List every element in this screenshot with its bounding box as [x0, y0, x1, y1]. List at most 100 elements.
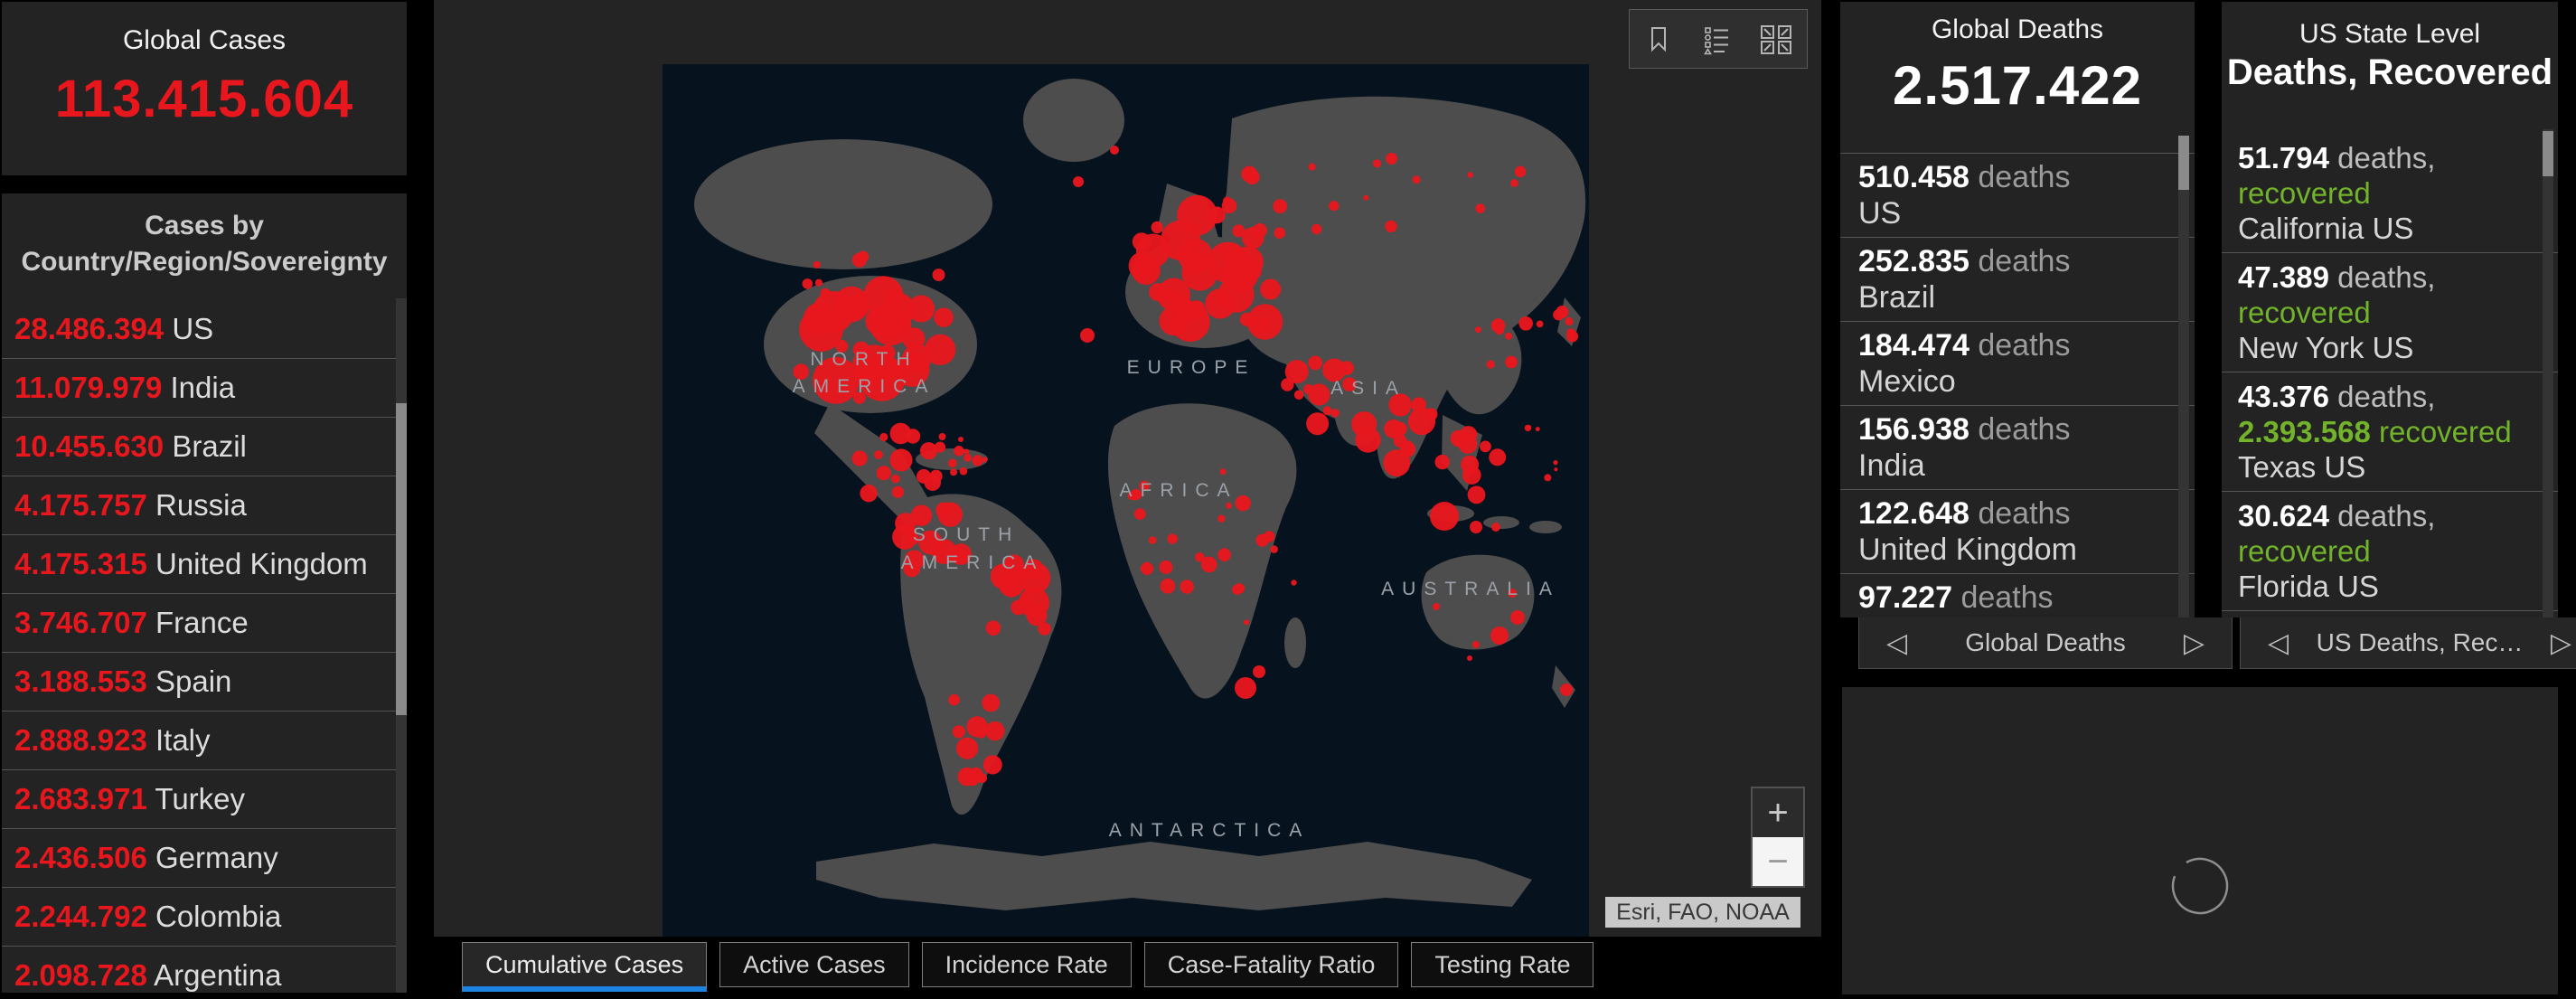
map-layer-tab[interactable]: Active Cases: [719, 942, 909, 987]
case-count: 2.098.728: [14, 958, 147, 992]
global-deaths-scrollbar-thumb[interactable]: [2178, 136, 2189, 190]
pager-right-icon[interactable]: ▷: [2183, 627, 2205, 658]
map-toolbar: [1629, 9, 1808, 69]
pager-label: Global Deaths: [1965, 628, 2126, 656]
world-map[interactable]: NORTH AMERICA EUROPE ASIA AFRICA SOUTH AMERICA…: [663, 64, 1589, 937]
us-state-scrollbar[interactable]: [2543, 129, 2553, 617]
world-map-svg[interactable]: NORTH AMERICA EUROPE ASIA AFRICA SOUTH AMERICA…: [663, 64, 1589, 937]
deaths-region: US: [1858, 196, 1902, 231]
map-continent-label: ANTARCTICA: [1109, 820, 1311, 841]
us-state-row[interactable]: 30.624 deaths, recovered Florida US: [2222, 491, 2558, 610]
case-row[interactable]: 2.098.728 Argentina: [2, 946, 407, 993]
zoom-in-button[interactable]: +: [1753, 788, 1803, 837]
case-row[interactable]: 2.683.971 Turkey: [2, 769, 407, 828]
case-row[interactable]: 10.455.630 Brazil: [2, 417, 407, 476]
us-state-row[interactable]: 23.895 deaths, 833.702 recovered Pennsyl…: [2222, 610, 2558, 617]
pager-left-icon[interactable]: ◁: [1886, 627, 1908, 658]
global-deaths-value: 2.517.422: [1893, 55, 2142, 116]
map-continent-label: EUROPE: [1127, 357, 1256, 378]
deaths-row[interactable]: 122.648 deaths United Kingdom: [1840, 489, 2195, 573]
case-count: 11.079.979: [14, 371, 163, 404]
deaths-count: 156.938: [1858, 412, 1970, 447]
map-landmasses: [694, 79, 1586, 910]
state-deaths-word: deaths,: [2337, 141, 2436, 174]
case-count: 3.188.553: [14, 664, 147, 698]
basemap-gallery-icon[interactable]: [1758, 23, 1794, 55]
us-state-title-line1: US State Level: [2299, 19, 2481, 49]
global-deaths-panel: Global Deaths 2.517.422 510.458 deaths U…: [1840, 2, 2195, 617]
case-count: 2.244.792: [14, 900, 147, 933]
cases-list-scrollbar[interactable]: [396, 298, 407, 993]
case-country: Italy: [155, 723, 211, 757]
deaths-unit: deaths: [1978, 412, 2071, 447]
case-row[interactable]: 3.746.707 France: [2, 593, 407, 652]
us-state-row[interactable]: 47.389 deaths, recovered New York US: [2222, 252, 2558, 372]
case-row[interactable]: 11.079.979 India: [2, 358, 407, 417]
deaths-row[interactable]: 252.835 deaths Brazil: [1840, 237, 2195, 321]
zoom-out-button[interactable]: −: [1753, 837, 1803, 886]
deaths-row[interactable]: 97.227 deaths Italy: [1840, 573, 2195, 617]
case-country: Russia: [155, 488, 247, 522]
loading-spinner: [2171, 857, 2229, 915]
case-row[interactable]: 4.175.315 United Kingdom: [2, 534, 407, 593]
case-country: France: [155, 606, 249, 639]
map-zoom-control: + −: [1751, 787, 1805, 888]
us-state-scrollbar-thumb[interactable]: [2543, 131, 2553, 176]
case-row[interactable]: 2.436.506 Germany: [2, 828, 407, 887]
us-state-row[interactable]: 43.376 deaths, 2.393.568 recovered Texas…: [2222, 372, 2558, 491]
deaths-count: 510.458: [1858, 160, 1970, 194]
pager-label: US Deaths, Rec…: [2316, 628, 2524, 656]
case-country: Spain: [155, 664, 232, 698]
us-state-list: 51.794 deaths, recovered California US 4…: [2222, 134, 2558, 617]
state-deaths-count: 47.389: [2238, 260, 2329, 294]
state-recovered-word: recovered: [2378, 415, 2512, 448]
map-continent-label: NORTH: [810, 349, 917, 370]
deaths-row[interactable]: 184.474 deaths Mexico: [1840, 321, 2195, 405]
case-count: 10.455.630: [14, 429, 165, 463]
case-row[interactable]: 3.188.553 Spain: [2, 652, 407, 711]
deaths-region: Mexico: [1858, 364, 1956, 399]
case-country: Germany: [155, 841, 278, 874]
global-deaths-scrollbar[interactable]: [2178, 136, 2189, 617]
map-layer-tab[interactable]: Cumulative Cases: [462, 942, 708, 992]
legend-icon[interactable]: [1700, 23, 1733, 55]
bookmark-icon[interactable]: [1642, 23, 1675, 55]
us-state-panel: US State Level Deaths, Recovered 51.794 …: [2222, 2, 2558, 617]
case-count: 4.175.757: [14, 488, 147, 522]
case-row[interactable]: 2.244.792 Colombia: [2, 887, 407, 946]
state-region: California US: [2238, 212, 2414, 245]
map-continent-label: AUSTRALIA: [1381, 579, 1560, 599]
case-row[interactable]: 2.888.923 Italy: [2, 711, 407, 769]
map-layer-tab[interactable]: Testing Rate: [1411, 942, 1594, 987]
global-cases-panel: Global Cases 113.415.604: [2, 2, 407, 175]
case-country: Colombia: [155, 900, 282, 933]
map-layer-tab[interactable]: Case-Fatality Ratio: [1143, 942, 1399, 987]
map-layer-tab[interactable]: Incidence Rate: [921, 942, 1132, 987]
deaths-row[interactable]: 510.458 deaths US: [1840, 153, 2195, 237]
us-state-row[interactable]: 51.794 deaths, recovered California US: [2222, 134, 2558, 252]
case-country: Argentina: [154, 958, 282, 992]
case-count: 2.683.971: [14, 782, 147, 815]
pager-right-icon[interactable]: ▷: [2550, 627, 2571, 658]
case-row[interactable]: 4.175.757 Russia: [2, 476, 407, 534]
state-deaths-count: 30.624: [2238, 499, 2329, 532]
deaths-unit: deaths: [1978, 244, 2071, 278]
case-country: Turkey: [155, 782, 246, 815]
deaths-unit: deaths: [1978, 160, 2071, 194]
map-continent-label: AMERICA: [793, 376, 936, 397]
case-country: Brazil: [172, 429, 247, 463]
deaths-unit: deaths: [1978, 496, 2071, 531]
cases-list: 28.486.394 US 11.079.979 India 10.455.63…: [2, 300, 407, 993]
cases-list-scrollbar-thumb[interactable]: [396, 403, 407, 715]
case-row[interactable]: 28.486.394 US: [2, 300, 407, 358]
us-state-title-line2: Deaths, Recovered: [2226, 52, 2553, 92]
state-region: Florida US: [2238, 570, 2379, 603]
state-deaths-word: deaths,: [2337, 380, 2436, 413]
global-deaths-list: 510.458 deaths US 252.835 deaths Brazil …: [1840, 153, 2195, 617]
deaths-row[interactable]: 156.938 deaths India: [1840, 405, 2195, 489]
pager-left-icon[interactable]: ◁: [2268, 627, 2289, 658]
map-tab-bar: Cumulative Cases Active Cases Incidence …: [462, 942, 1594, 992]
state-recovered-word: recovered: [2238, 534, 2371, 568]
state-deaths-word: deaths,: [2337, 260, 2436, 294]
